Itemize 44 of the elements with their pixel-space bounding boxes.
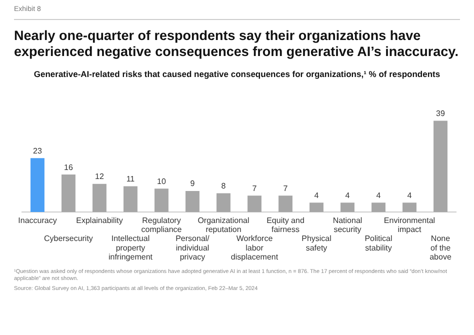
data-label: 4 bbox=[345, 190, 350, 200]
x-tick-label: Regulatory compliance bbox=[141, 216, 182, 234]
chart-subtitle: Generative-AI-related risks that caused negative consequences for organizations,¹ % of respondents bbox=[32, 69, 442, 79]
bar bbox=[278, 196, 292, 212]
data-label: 8 bbox=[221, 181, 226, 190]
x-tick-label: Political stability bbox=[364, 234, 392, 252]
x-tick-label: Explainability bbox=[76, 216, 123, 225]
bar bbox=[30, 158, 44, 212]
x-tick-label: Personal/ individual privacy bbox=[176, 234, 210, 262]
bar bbox=[402, 202, 416, 212]
bar bbox=[186, 190, 200, 212]
x-tick-label: Workforce labor displacement bbox=[230, 234, 279, 262]
data-label: 4 bbox=[407, 190, 412, 200]
data-label: 39 bbox=[436, 108, 446, 118]
chart-title: Nearly one-quarter of respondents say their organizations have experienced negative consequences from generative AI’s inaccuracy. bbox=[14, 28, 460, 60]
data-label: 9 bbox=[190, 179, 196, 188]
bar bbox=[154, 188, 168, 212]
x-tick-label: Cybersecurity bbox=[44, 234, 93, 244]
data-label: 11 bbox=[126, 174, 136, 184]
bar bbox=[216, 193, 230, 212]
x-tick-label: None of the above bbox=[430, 234, 452, 262]
data-label: 7 bbox=[252, 184, 258, 193]
bar bbox=[434, 120, 448, 212]
bar bbox=[92, 184, 106, 212]
data-label: 10 bbox=[157, 176, 166, 186]
bar bbox=[340, 202, 354, 212]
x-tick-label: Inaccuracy bbox=[18, 216, 57, 225]
bar bbox=[124, 186, 138, 212]
bar bbox=[372, 202, 386, 212]
data-label: 12 bbox=[95, 172, 104, 182]
x-tick-label: Equity and fairness bbox=[266, 216, 304, 234]
data-label: 4 bbox=[376, 190, 382, 200]
bar bbox=[62, 174, 76, 212]
bar bbox=[248, 196, 262, 212]
data-label: 4 bbox=[314, 190, 320, 200]
x-tick-label: Physical safety bbox=[302, 234, 332, 252]
x-tick-label: Environmental impact bbox=[384, 216, 436, 234]
x-tick-label: National security bbox=[332, 216, 362, 234]
data-label: 23 bbox=[33, 146, 42, 156]
x-tick-label: Organizational reputation bbox=[198, 216, 250, 234]
bar bbox=[310, 202, 324, 212]
data-label: 7 bbox=[283, 184, 288, 193]
data-label: 16 bbox=[64, 162, 74, 172]
x-tick-label: Intellectual property infringement bbox=[108, 234, 154, 262]
